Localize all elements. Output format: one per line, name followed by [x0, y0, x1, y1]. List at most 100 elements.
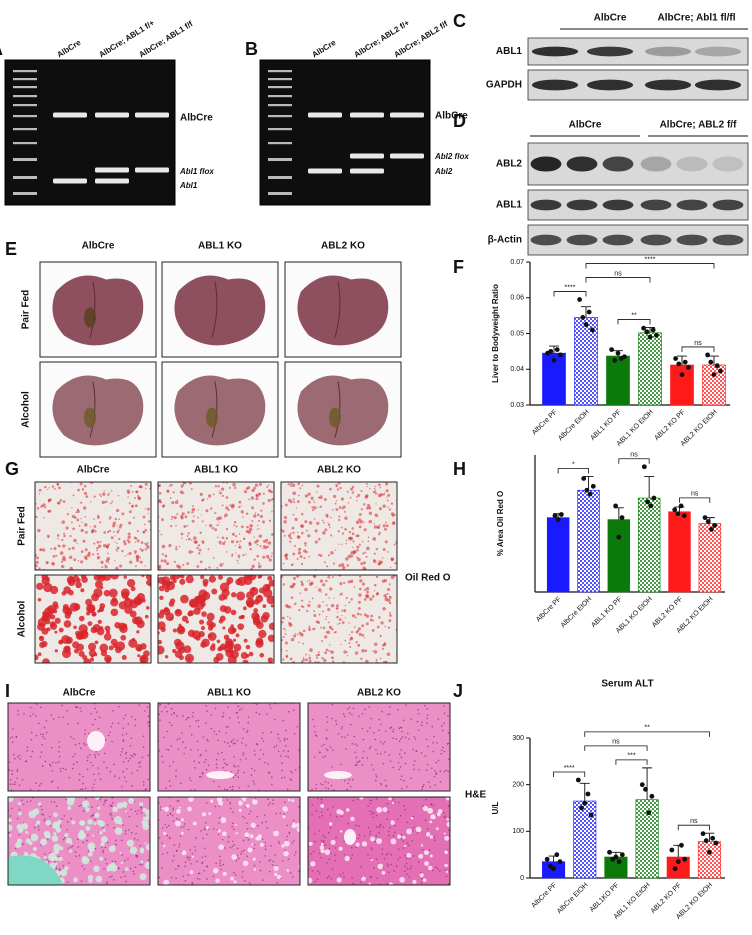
- nucleus: [272, 860, 275, 863]
- nucleus: [81, 788, 84, 790]
- lipid-droplet: [158, 645, 165, 655]
- lipid-droplet: [143, 523, 146, 526]
- lipid-droplet: [235, 525, 238, 528]
- nucleus: [206, 738, 208, 741]
- lipid-droplet: [390, 575, 395, 580]
- nucleus: [80, 710, 82, 712]
- lipid-droplet: [268, 579, 274, 587]
- lipid-droplet: [197, 516, 199, 519]
- lipid-droplet: [341, 621, 345, 625]
- lipid-droplet: [44, 506, 47, 509]
- nucleus: [205, 802, 208, 804]
- lipid-droplet: [225, 640, 235, 650]
- nucleus: [52, 718, 55, 720]
- vacuole: [110, 862, 116, 867]
- nucleus: [253, 783, 256, 785]
- lipid-droplet: [284, 633, 287, 635]
- nucleus: [107, 734, 110, 737]
- nucleus: [201, 771, 204, 774]
- lipid-droplet: [233, 486, 237, 490]
- nucleus: [310, 853, 312, 855]
- label: H&E: [465, 790, 486, 801]
- lipid-droplet: [52, 554, 56, 558]
- nucleus: [370, 813, 373, 815]
- lipid-droplet: [80, 588, 85, 593]
- lipid-droplet: [299, 555, 303, 559]
- nucleus: [54, 860, 56, 863]
- lipid-droplet: [308, 654, 310, 656]
- nucleus: [104, 739, 107, 741]
- lipid-droplet: [222, 626, 226, 630]
- lipid-droplet: [334, 549, 337, 551]
- nucleus: [232, 785, 234, 788]
- lipid-droplet: [193, 536, 197, 540]
- nucleus: [171, 859, 174, 862]
- nucleus: [374, 738, 377, 741]
- nucleus: [425, 769, 428, 771]
- nucleus: [350, 846, 353, 849]
- nucleus: [357, 837, 360, 840]
- lipid-droplet: [207, 632, 217, 641]
- nucleus: [264, 845, 267, 848]
- nucleus: [66, 881, 69, 883]
- lipid-droplet: [386, 592, 389, 595]
- nucleus: [371, 848, 373, 851]
- label: ABL2: [496, 159, 523, 170]
- nucleus: [311, 788, 313, 791]
- nucleus: [23, 713, 25, 715]
- nucleus: [128, 815, 131, 818]
- nucleus: [387, 811, 390, 813]
- lipid-droplet: [56, 502, 60, 505]
- nucleus: [390, 854, 392, 856]
- ladder-band: [13, 128, 37, 131]
- label: 0.05: [510, 330, 524, 337]
- lipid-droplet: [367, 540, 370, 543]
- nucleus: [168, 721, 171, 724]
- nucleus: [286, 738, 289, 740]
- label: ***: [627, 753, 635, 760]
- lipid-droplet: [267, 498, 271, 503]
- lipid-droplet: [116, 546, 120, 550]
- vacuole: [28, 840, 33, 846]
- lipid-droplet: [304, 520, 308, 524]
- lipid-droplet: [169, 497, 172, 499]
- error-bar: [645, 326, 655, 333]
- nucleus: [420, 882, 423, 884]
- nucleus: [400, 833, 402, 836]
- vessel: [344, 829, 356, 845]
- vacuole: [142, 816, 147, 820]
- nucleus: [137, 839, 139, 841]
- vacuole: [252, 857, 256, 861]
- nucleus: [405, 704, 407, 706]
- bar: [577, 489, 600, 593]
- nucleus: [431, 725, 434, 728]
- nucleus: [293, 853, 296, 856]
- nucleus: [311, 870, 314, 872]
- nucleus: [324, 843, 326, 846]
- nucleus: [232, 840, 234, 843]
- nucleus: [172, 808, 174, 811]
- nucleus: [187, 874, 189, 876]
- lipid-droplet: [313, 506, 317, 510]
- ladder-band: [268, 70, 292, 73]
- label: 0.06: [510, 295, 524, 302]
- nucleus: [144, 788, 147, 791]
- nucleus: [122, 727, 125, 730]
- vacuole: [94, 797, 100, 800]
- nucleus: [94, 756, 97, 759]
- label: 0.04: [510, 366, 524, 373]
- nucleus: [82, 782, 84, 785]
- nucleus: [57, 786, 59, 789]
- nucleus: [223, 762, 226, 764]
- nucleus: [290, 770, 292, 772]
- nucleus: [82, 841, 84, 844]
- nucleus: [200, 830, 202, 832]
- lipid-droplet: [114, 559, 116, 562]
- label: Alcohol: [21, 391, 32, 428]
- lipid-droplet: [373, 559, 376, 562]
- nucleus: [327, 832, 330, 834]
- lipid-droplet: [363, 503, 366, 506]
- vacuole: [93, 865, 100, 873]
- nucleus: [14, 757, 16, 760]
- lipid-droplet: [346, 490, 349, 493]
